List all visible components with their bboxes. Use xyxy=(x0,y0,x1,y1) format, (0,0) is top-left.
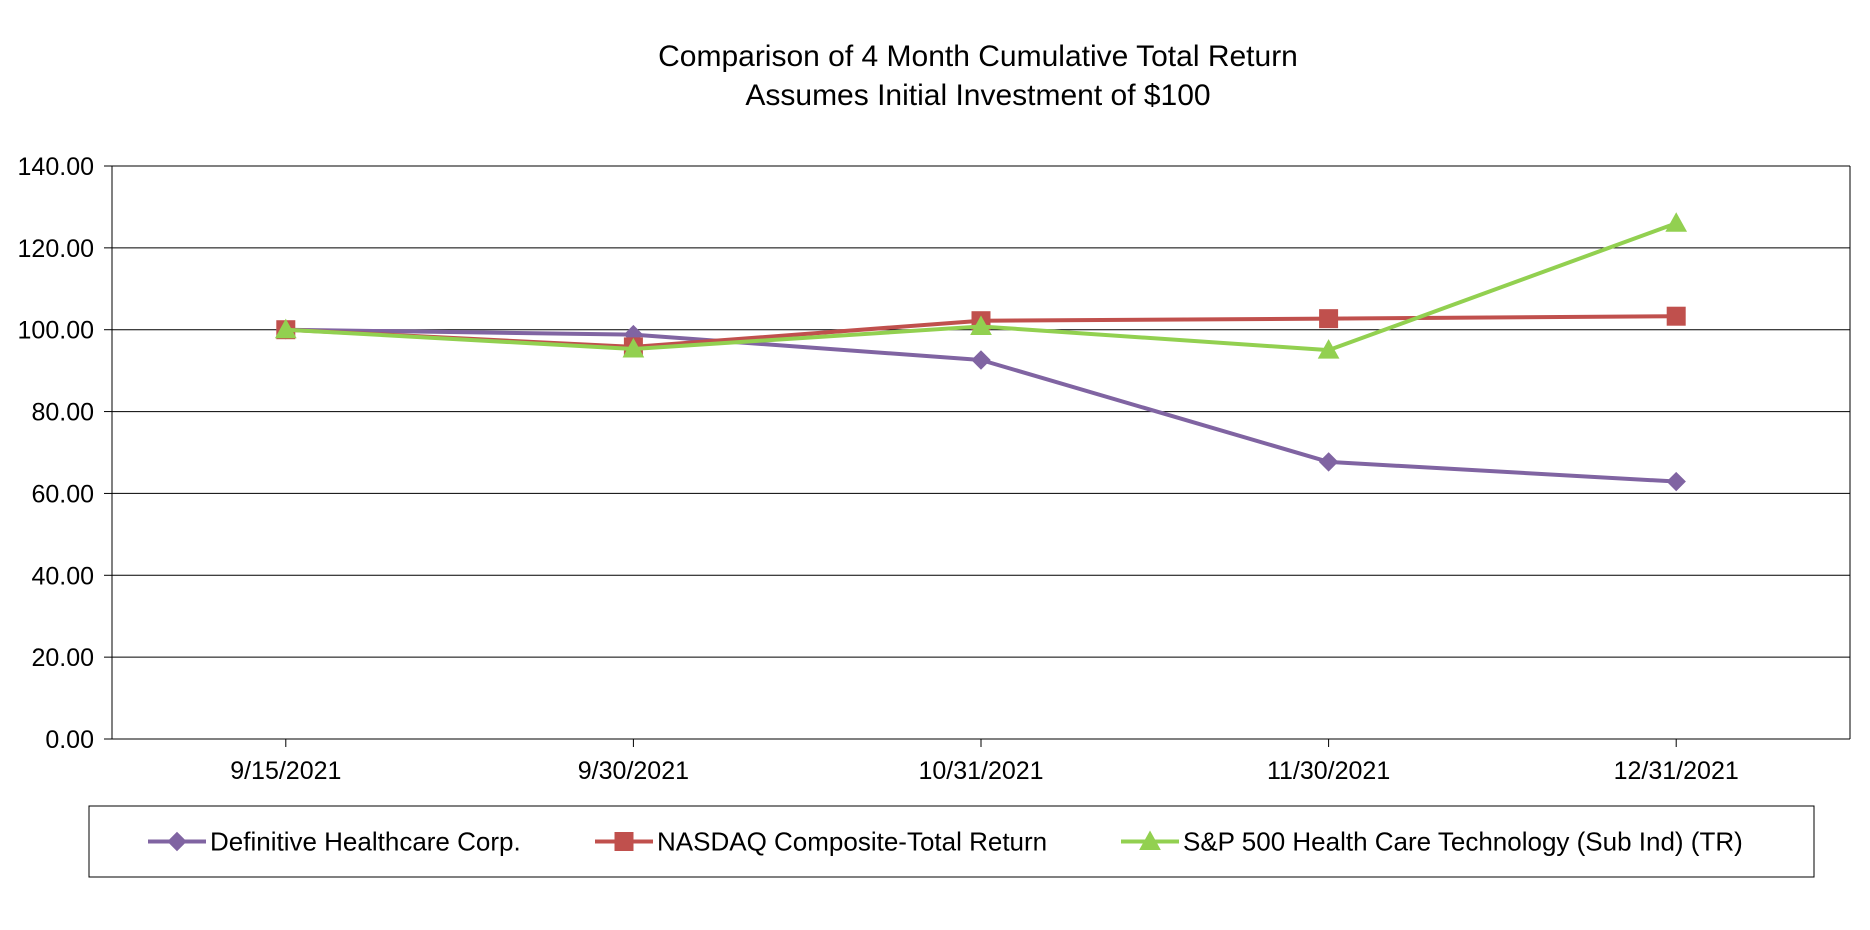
data-point xyxy=(1317,339,1340,359)
x-tick-label: 9/15/2021 xyxy=(230,757,341,785)
x-tick-label: 11/30/2021 xyxy=(1267,757,1390,785)
x-axis-tick-labels: 9/15/2021 9/30/2021 10/31/2021 11/30/2021 12… xyxy=(230,757,1739,785)
series-2 xyxy=(274,212,1688,359)
y-tick-label: 20.00 xyxy=(31,644,94,672)
series-0 xyxy=(276,320,1686,492)
legend-marker xyxy=(1139,830,1161,850)
legend-marker xyxy=(167,831,187,852)
grid-lines xyxy=(112,165,1850,740)
legend-label: Definitive Healthcare Corp. xyxy=(210,827,521,857)
y-tick-label: 120.00 xyxy=(18,235,94,263)
legend-item-0: Definitive Healthcare Corp. xyxy=(148,827,521,857)
data-point xyxy=(1666,306,1686,326)
data-point xyxy=(1318,452,1339,472)
y-tick-label: 100.00 xyxy=(18,317,94,345)
y-tick-label: 80.00 xyxy=(31,399,94,427)
data-point xyxy=(622,337,645,358)
y-tick-label: 40.00 xyxy=(31,562,94,590)
legend: Definitive Healthcare Corp. NASDAQ Compos… xyxy=(88,805,1815,878)
y-tick-label: 0.00 xyxy=(45,726,94,754)
chart-title: Comparison of 4 Month Cumulative Total R… xyxy=(658,40,1298,112)
chart-title-line-2: Assumes Initial Investment of $100 xyxy=(745,79,1210,112)
x-tick-label: 9/30/2021 xyxy=(578,757,689,785)
data-point xyxy=(274,318,297,339)
data-point xyxy=(1319,309,1339,329)
legend-box xyxy=(88,805,1815,878)
data-point xyxy=(971,350,991,370)
legend-marker xyxy=(614,832,634,851)
legend-item-1: NASDAQ Composite-Total Return xyxy=(595,827,1047,857)
x-tick-label: 10/31/2021 xyxy=(918,757,1043,785)
y-axis-tick-labels: 0.00 20.00 40.00 60.00 80.00 100.00 120.00 140.… xyxy=(18,153,94,754)
data-point xyxy=(1665,212,1688,232)
chart-title-line-1: Comparison of 4 Month Cumulative Total R… xyxy=(658,40,1298,73)
series-lines xyxy=(274,212,1688,492)
legend-label: NASDAQ Composite-Total Return xyxy=(657,827,1047,857)
data-point xyxy=(970,315,992,335)
axes xyxy=(104,165,1851,747)
y-tick-label: 60.00 xyxy=(31,480,94,508)
legend-label: S&P 500 Health Care Technology (Sub Ind)… xyxy=(1183,827,1743,857)
data-point xyxy=(1666,471,1686,492)
legend-item-2: S&P 500 Health Care Technology (Sub Ind)… xyxy=(1121,827,1743,857)
x-tick-label: 12/31/2021 xyxy=(1614,757,1739,785)
y-tick-label: 140.00 xyxy=(18,153,94,181)
